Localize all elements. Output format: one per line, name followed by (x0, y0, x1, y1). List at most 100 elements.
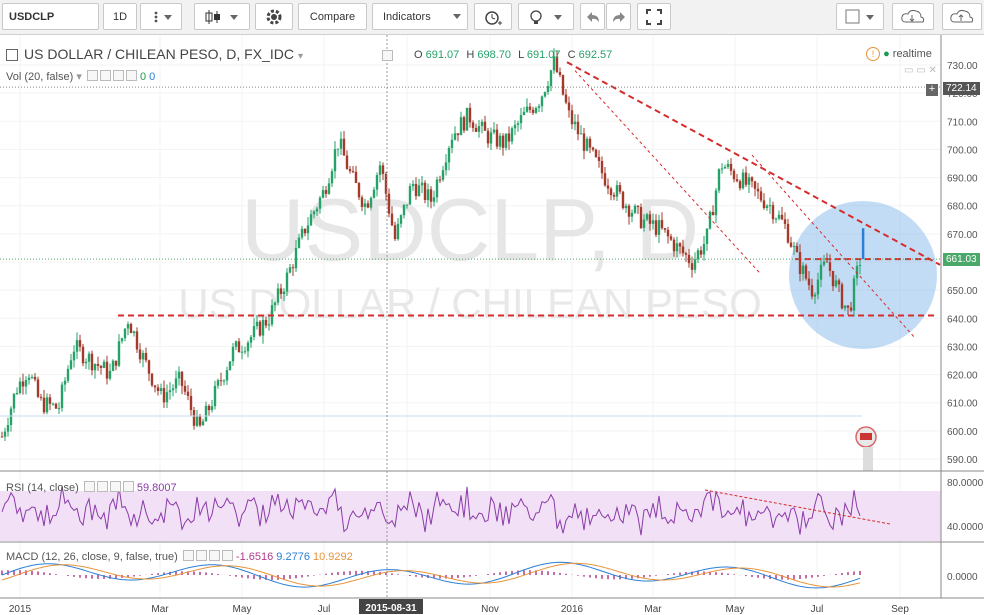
legend-buttons[interactable] (380, 50, 393, 64)
rsi-trendline (704, 489, 891, 525)
rsi-value: 59.8007 (136, 481, 177, 494)
macd-eye-icon[interactable] (182, 550, 194, 561)
symbol-search-input[interactable]: USDCLP (2, 3, 99, 30)
candle-body (60, 384, 64, 409)
fullscreen-button[interactable] (637, 3, 671, 30)
candle-body (219, 380, 223, 382)
current-price-tag: 661.03 (943, 253, 980, 266)
candle-body (51, 403, 55, 405)
candle-body (546, 86, 550, 93)
candle-body (267, 324, 271, 326)
collapse-legend-icon[interactable] (6, 49, 18, 62)
volume-eye-icon[interactable] (86, 70, 98, 82)
rsi-add-icon[interactable] (109, 481, 121, 492)
volume-settings-icon[interactable] (99, 70, 111, 82)
candle-body (399, 215, 403, 224)
settings-button[interactable] (255, 3, 293, 30)
macd-close-icon[interactable] (221, 550, 233, 561)
time-tick-3: Jul (318, 604, 331, 615)
volume-label: Vol (20, false) (6, 71, 74, 83)
chart-canvas[interactable]: USDCLP, D US DOLLAR / CHILEAN PESO 590.0… (0, 35, 984, 615)
lightbulb-icon (530, 9, 562, 24)
candle-body (648, 214, 652, 224)
rsi-line (1, 486, 861, 536)
candle-body (615, 185, 619, 197)
ideas-button[interactable] (518, 3, 574, 30)
candle-body (189, 395, 193, 411)
candle-body (168, 390, 172, 393)
candle-body (417, 185, 421, 197)
macd-settings-icon[interactable] (195, 550, 207, 561)
candle-body (291, 267, 295, 269)
indicators-button[interactable]: Indicators (372, 3, 468, 30)
rsi-axis-80: 80.0000 (947, 478, 984, 489)
layout-button[interactable] (836, 3, 884, 30)
candle-body (57, 408, 61, 410)
grid-lines (0, 35, 941, 598)
volume-legend: Vol (20, false) ▾ 0 0 (6, 70, 155, 84)
candle-body (111, 360, 115, 371)
rsi-series (1, 486, 861, 536)
visibility-icon[interactable] (382, 50, 393, 61)
rsi-eye-icon[interactable] (83, 481, 95, 492)
add-line-button[interactable]: + (926, 84, 938, 96)
candle-body (522, 111, 526, 116)
alert-button[interactable] (474, 3, 512, 30)
chart-type-button[interactable] (194, 3, 250, 30)
volume-chevron-icon[interactable]: ▾ (76, 71, 82, 83)
volume-close-icon[interactable] (125, 70, 137, 82)
candle-body (378, 165, 382, 176)
candle-body (9, 408, 13, 425)
candle-body (300, 228, 304, 238)
candle-body (702, 244, 706, 255)
redo-button[interactable] (606, 3, 631, 30)
candle-body (789, 242, 793, 247)
candle-body (678, 243, 682, 247)
interval-button[interactable]: 1D (103, 3, 137, 30)
compare-label: Compare (309, 10, 356, 23)
candle-body (279, 288, 283, 295)
candle-body (447, 147, 451, 163)
more-intervals-button[interactable] (140, 3, 182, 30)
compare-button[interactable]: Compare (298, 3, 367, 30)
candle-body (486, 130, 490, 144)
rsi-close-icon[interactable] (122, 481, 134, 492)
candle-body (819, 264, 823, 280)
candle-body (492, 129, 496, 133)
time-tick-9: Jul (811, 604, 824, 615)
legend-chevron-icon[interactable]: ▾ (297, 51, 303, 62)
candle-body (498, 135, 502, 147)
candle-body (792, 246, 796, 248)
time-tick-2: May (233, 604, 252, 615)
volume-add-icon[interactable] (112, 70, 124, 82)
candle-body (474, 127, 478, 132)
rsi-band (0, 491, 941, 541)
candle-body (489, 132, 493, 144)
candle-body (540, 96, 544, 107)
candles-icon (205, 9, 238, 24)
candle-body (180, 371, 184, 386)
candle-body (660, 220, 664, 229)
warning-icon[interactable]: ! (866, 47, 880, 61)
macd-add-icon[interactable] (208, 550, 220, 561)
candle-body (717, 169, 721, 191)
candle-body (438, 179, 442, 181)
save-chart-button[interactable] (942, 3, 982, 30)
candle-body (507, 133, 511, 142)
signal-line (1, 562, 861, 588)
candle-body (393, 225, 397, 240)
candle-body (30, 376, 34, 378)
candle-body (48, 397, 52, 404)
candle-body (153, 385, 157, 388)
pane-controls[interactable]: ▭ ▭ ✕ (904, 65, 937, 76)
candle-body (282, 291, 286, 295)
undo-button[interactable] (580, 3, 605, 30)
candle-body (771, 205, 775, 220)
load-chart-button[interactable] (892, 3, 934, 30)
rsi-pane: 80.0000 40.0000 (0, 478, 984, 541)
candle-body (630, 212, 634, 217)
candle-body (480, 121, 484, 126)
rsi-settings-icon[interactable] (96, 481, 108, 492)
candle-body (360, 197, 364, 207)
candle-body (849, 307, 853, 311)
